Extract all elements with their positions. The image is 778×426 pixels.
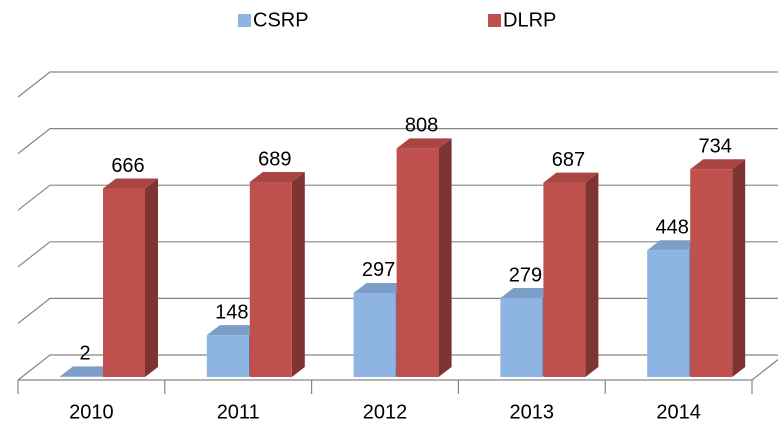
data-label: 297 bbox=[362, 259, 395, 281]
data-label: 687 bbox=[552, 149, 585, 171]
bar-side bbox=[732, 159, 746, 377]
legend-swatch bbox=[488, 14, 501, 27]
bar-top bbox=[647, 240, 703, 251]
grid-line bbox=[17, 241, 778, 268]
grid-line bbox=[17, 128, 778, 155]
bar bbox=[690, 169, 733, 377]
bar-top bbox=[60, 366, 115, 377]
x-tick-label: 2010 bbox=[69, 401, 114, 423]
floor-side bbox=[751, 358, 778, 381]
x-tick-label: 2014 bbox=[656, 401, 701, 423]
bar-top bbox=[249, 172, 305, 183]
bar bbox=[60, 376, 102, 377]
x-tick-label: 2011 bbox=[217, 401, 260, 423]
bar-top bbox=[543, 172, 599, 183]
data-label: 666 bbox=[111, 155, 144, 177]
bar-top bbox=[206, 325, 262, 336]
legend-label: CSRP bbox=[253, 9, 309, 31]
bar-top bbox=[500, 288, 556, 299]
data-label: 148 bbox=[215, 301, 248, 323]
bar-side bbox=[585, 172, 599, 377]
bar-side bbox=[145, 178, 158, 377]
bar bbox=[206, 335, 249, 377]
bar-top bbox=[690, 159, 746, 170]
data-label: 734 bbox=[699, 136, 732, 158]
legend-label: DLRP bbox=[503, 9, 556, 31]
bar bbox=[396, 148, 439, 377]
bar-side bbox=[291, 172, 305, 377]
bar bbox=[249, 182, 292, 377]
data-label: 808 bbox=[405, 115, 438, 137]
data-label: 279 bbox=[509, 264, 542, 286]
bar bbox=[543, 182, 586, 377]
data-label: 448 bbox=[656, 216, 689, 238]
bar bbox=[500, 298, 543, 377]
bar-top bbox=[396, 138, 452, 149]
bar-side bbox=[438, 138, 452, 377]
x-tick-label: 2012 bbox=[363, 401, 408, 423]
bar-top bbox=[353, 282, 409, 293]
bar bbox=[103, 188, 145, 377]
bar-top bbox=[103, 178, 158, 189]
grid-line bbox=[17, 71, 778, 98]
bar bbox=[647, 250, 690, 377]
bar bbox=[353, 292, 396, 377]
data-label: 689 bbox=[258, 148, 291, 170]
legend-swatch bbox=[238, 14, 251, 27]
x-tick-label: 2013 bbox=[510, 401, 555, 423]
data-label: 2 bbox=[79, 343, 90, 365]
grid-line bbox=[17, 184, 778, 211]
